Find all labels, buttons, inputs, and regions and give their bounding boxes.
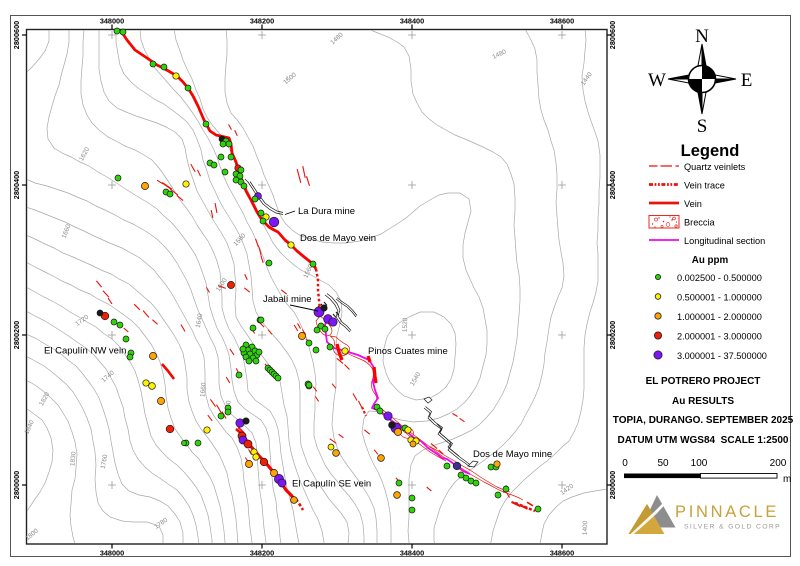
svg-text:m: m bbox=[783, 474, 791, 485]
svg-text:1.000001 - 2.000000: 1.000001 - 2.000000 bbox=[677, 312, 762, 322]
svg-text:348600: 348600 bbox=[550, 549, 574, 558]
svg-text:2800000: 2800000 bbox=[608, 471, 617, 499]
svg-text:348600: 348600 bbox=[550, 17, 574, 26]
svg-text:348000: 348000 bbox=[100, 17, 124, 26]
svg-text:N: N bbox=[695, 26, 709, 47]
svg-text:La Dura mine: La Dura mine bbox=[298, 206, 355, 217]
svg-text:PINNACLE: PINNACLE bbox=[675, 503, 779, 521]
svg-text:Breccia: Breccia bbox=[684, 218, 716, 228]
svg-text:1660: 1660 bbox=[61, 223, 73, 239]
svg-text:2800600: 2800600 bbox=[608, 21, 617, 49]
svg-text:1400: 1400 bbox=[582, 520, 590, 535]
svg-text:Dos de Mayo vein: Dos de Mayo vein bbox=[300, 233, 376, 244]
svg-text:2800200: 2800200 bbox=[12, 321, 21, 349]
svg-text:E: E bbox=[741, 70, 753, 91]
svg-text:100: 100 bbox=[691, 458, 708, 469]
svg-text:0.500001 - 1.000000: 0.500001 - 1.000000 bbox=[677, 293, 762, 303]
svg-text:El Capulín SE vein: El Capulín SE vein bbox=[292, 479, 371, 490]
svg-text:2800000: 2800000 bbox=[12, 471, 21, 499]
svg-text:Quartz veinlets: Quartz veinlets bbox=[684, 162, 746, 172]
svg-text:2800400: 2800400 bbox=[608, 171, 617, 199]
svg-text:348000: 348000 bbox=[100, 549, 124, 558]
svg-text:3.000001 - 37.500000: 3.000001 - 37.500000 bbox=[677, 351, 767, 361]
svg-text:1830: 1830 bbox=[69, 451, 77, 466]
svg-text:EL POTRERO PROJECT: EL POTRERO PROJECT bbox=[646, 376, 761, 387]
svg-text:0: 0 bbox=[622, 458, 628, 469]
svg-text:50: 50 bbox=[657, 458, 669, 469]
svg-text:Longitudinal section: Longitudinal section bbox=[684, 236, 765, 246]
svg-text:W: W bbox=[648, 70, 666, 91]
svg-text:2800200: 2800200 bbox=[608, 321, 617, 349]
svg-text:348400: 348400 bbox=[400, 549, 424, 558]
svg-text:Pinos Cuates mine: Pinos Cuates mine bbox=[368, 346, 448, 357]
svg-text:348400: 348400 bbox=[400, 17, 424, 26]
svg-text:Au RESULTS: Au RESULTS bbox=[672, 396, 734, 407]
svg-text:348200: 348200 bbox=[250, 17, 274, 26]
svg-text:El Capulín NW vein: El Capulín NW vein bbox=[44, 346, 126, 357]
svg-text:SILVER & GOLD CORP: SILVER & GOLD CORP bbox=[684, 524, 781, 531]
svg-text:Au ppm: Au ppm bbox=[692, 255, 729, 266]
svg-text:2800400: 2800400 bbox=[12, 171, 21, 199]
svg-text:Legend: Legend bbox=[681, 142, 740, 160]
svg-text:1640: 1640 bbox=[195, 313, 204, 329]
svg-text:1660: 1660 bbox=[199, 382, 207, 397]
svg-text:Vein trace: Vein trace bbox=[684, 181, 725, 191]
svg-text:0.002500 - 0.500000: 0.002500 - 0.500000 bbox=[677, 273, 762, 283]
svg-text:200: 200 bbox=[770, 458, 787, 469]
svg-text:348200: 348200 bbox=[250, 549, 274, 558]
svg-text:Vein: Vein bbox=[684, 199, 702, 209]
svg-text:1760: 1760 bbox=[100, 454, 109, 470]
svg-text:1520: 1520 bbox=[402, 317, 410, 332]
svg-text:2.000001 - 3.000000: 2.000001 - 3.000000 bbox=[677, 332, 762, 342]
svg-text:Dos de Mayo mine: Dos de Mayo mine bbox=[473, 449, 552, 460]
svg-text:Jabalí mine: Jabalí mine bbox=[263, 294, 312, 305]
svg-text:DATUM UTM WGS84 SCALE 1:2500: DATUM UTM WGS84 SCALE 1:2500 bbox=[618, 435, 789, 446]
svg-text:S: S bbox=[697, 116, 708, 137]
svg-text:TOPIA, DURANGO. SEPTEMBER 2025: TOPIA, DURANGO. SEPTEMBER 2025 bbox=[613, 415, 794, 426]
svg-text:2800600: 2800600 bbox=[12, 21, 21, 49]
